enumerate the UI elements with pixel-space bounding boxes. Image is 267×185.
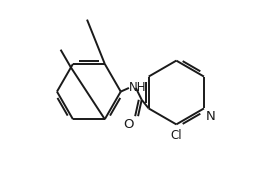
Text: Cl: Cl	[171, 129, 182, 142]
Text: NH: NH	[129, 81, 146, 95]
Text: N: N	[206, 110, 216, 123]
Text: O: O	[123, 118, 134, 131]
